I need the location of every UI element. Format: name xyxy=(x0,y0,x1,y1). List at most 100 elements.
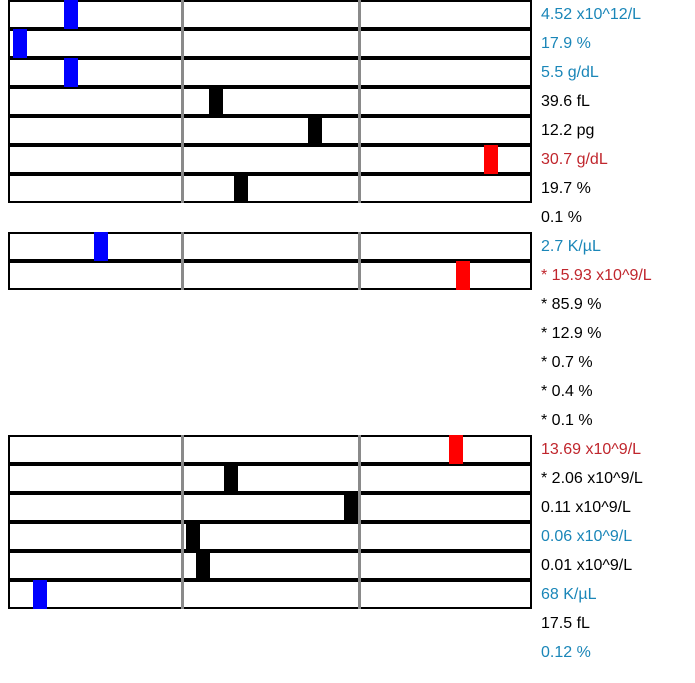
result-row: * 15.93 x10^9/L xyxy=(0,261,695,290)
range-marker xyxy=(196,551,210,580)
range-gauge xyxy=(8,522,532,551)
range-gauge xyxy=(8,116,532,145)
result-value: 17.5 fL xyxy=(541,615,590,632)
result-row: 13.69 x10^9/L xyxy=(0,435,695,464)
range-divider xyxy=(181,551,184,580)
result-value: 4.52 x10^12/L xyxy=(541,6,642,23)
range-divider xyxy=(181,58,184,87)
range-divider xyxy=(358,580,361,609)
range-divider xyxy=(358,58,361,87)
result-row: 12.2 pg xyxy=(0,116,695,145)
range-gauge xyxy=(8,145,532,174)
result-row: 0.1 % xyxy=(0,203,695,232)
result-row: * 0.4 % xyxy=(0,377,695,406)
result-row: 19.7 % xyxy=(0,174,695,203)
result-value: 0.06 x10^9/L xyxy=(541,528,633,545)
result-row: 39.6 fL xyxy=(0,87,695,116)
result-row: 17.5 fL xyxy=(0,609,695,638)
result-value: * 0.7 % xyxy=(541,354,593,371)
range-divider xyxy=(358,145,361,174)
range-divider xyxy=(358,522,361,551)
range-marker xyxy=(308,116,322,145)
range-gauge xyxy=(8,464,532,493)
result-row: * 0.1 % xyxy=(0,406,695,435)
range-divider xyxy=(181,145,184,174)
result-value: 39.6 fL xyxy=(541,93,590,110)
range-divider xyxy=(358,29,361,58)
result-row: 4.52 x10^12/L xyxy=(0,0,695,29)
range-marker xyxy=(94,232,108,261)
result-value: * 85.9 % xyxy=(541,296,602,313)
range-divider xyxy=(181,464,184,493)
range-marker xyxy=(224,464,238,493)
range-gauge xyxy=(8,232,532,261)
result-value: 0.11 x10^9/L xyxy=(541,499,631,516)
range-divider xyxy=(181,87,184,116)
result-value: * 2.06 x10^9/L xyxy=(541,470,643,487)
result-value: 68 K/µL xyxy=(541,586,597,603)
range-marker xyxy=(33,580,47,609)
range-gauge xyxy=(8,580,532,609)
result-row: 17.9 % xyxy=(0,29,695,58)
range-gauge xyxy=(8,435,532,464)
range-gauge xyxy=(8,58,532,87)
range-marker xyxy=(449,435,463,464)
range-marker xyxy=(484,145,498,174)
range-divider xyxy=(181,174,184,203)
range-divider xyxy=(181,435,184,464)
range-divider xyxy=(181,0,184,29)
range-divider xyxy=(358,0,361,29)
range-divider xyxy=(358,87,361,116)
range-gauge xyxy=(8,0,532,29)
range-gauge xyxy=(8,261,532,290)
result-row: 5.5 g/dL xyxy=(0,58,695,87)
range-gauge xyxy=(8,29,532,58)
result-value: 2.7 K/µL xyxy=(541,238,601,255)
result-row: 30.7 g/dL xyxy=(0,145,695,174)
range-gauge xyxy=(8,87,532,116)
range-divider xyxy=(181,232,184,261)
range-divider xyxy=(358,435,361,464)
range-marker xyxy=(64,58,78,87)
range-divider xyxy=(181,116,184,145)
result-value: 12.2 pg xyxy=(541,122,595,139)
result-row: 0.11 x10^9/L xyxy=(0,493,695,522)
range-divider xyxy=(358,493,361,522)
result-value: 13.69 x10^9/L xyxy=(541,441,642,458)
result-row: 68 K/µL xyxy=(0,580,695,609)
range-divider xyxy=(181,261,184,290)
result-value: 5.5 g/dL xyxy=(541,64,599,81)
result-row: 0.01 x10^9/L xyxy=(0,551,695,580)
range-marker xyxy=(13,29,27,58)
result-value: * 0.4 % xyxy=(541,383,593,400)
range-gauge xyxy=(8,551,532,580)
range-divider xyxy=(181,29,184,58)
range-marker xyxy=(209,87,223,116)
range-marker xyxy=(234,174,248,203)
range-gauge xyxy=(8,174,532,203)
range-divider xyxy=(358,174,361,203)
range-divider xyxy=(358,116,361,145)
range-divider xyxy=(358,551,361,580)
range-divider xyxy=(181,580,184,609)
result-value: 0.01 x10^9/L xyxy=(541,557,633,574)
result-row: * 85.9 % xyxy=(0,290,695,319)
result-value: 30.7 g/dL xyxy=(541,151,608,168)
range-marker xyxy=(456,261,470,290)
result-value: * 12.9 % xyxy=(541,325,602,342)
result-value: 19.7 % xyxy=(541,180,591,197)
range-divider xyxy=(181,493,184,522)
result-row: 0.12 % xyxy=(0,638,695,667)
range-divider xyxy=(358,464,361,493)
result-value: * 0.1 % xyxy=(541,412,593,429)
range-divider xyxy=(358,261,361,290)
result-row: 0.06 x10^9/L xyxy=(0,522,695,551)
range-gauge xyxy=(8,493,532,522)
range-divider xyxy=(358,232,361,261)
result-value: 0.12 % xyxy=(541,644,591,661)
range-marker xyxy=(64,0,78,29)
result-value: 17.9 % xyxy=(541,35,591,52)
range-marker xyxy=(186,522,200,551)
result-value: * 15.93 x10^9/L xyxy=(541,267,652,284)
